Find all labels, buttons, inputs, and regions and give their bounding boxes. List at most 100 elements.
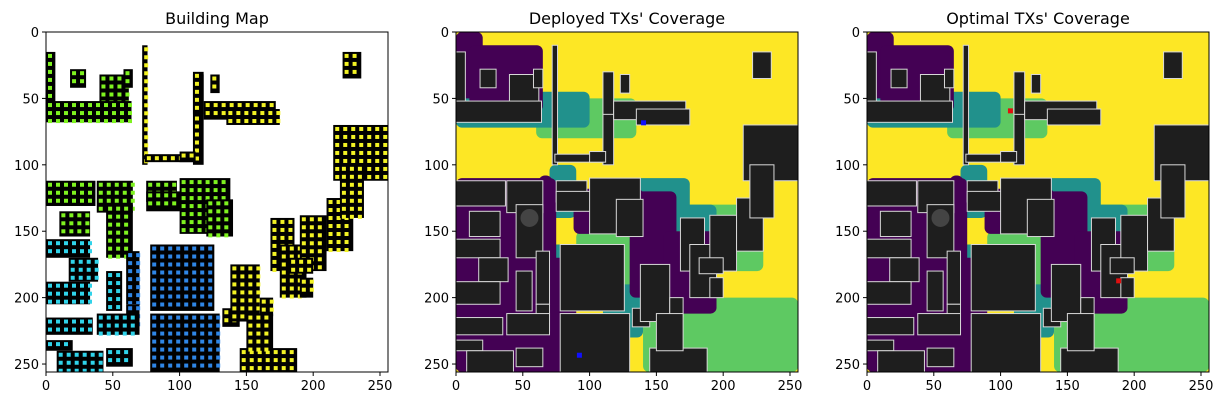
tx-dot xyxy=(240,298,245,303)
tx-dot xyxy=(224,209,229,214)
tx-dot xyxy=(383,142,388,147)
tx-dot xyxy=(192,315,197,320)
tx-dot xyxy=(184,347,189,352)
axes-frame-0 xyxy=(45,31,389,373)
tx-dot xyxy=(213,188,218,193)
tx-dot xyxy=(160,331,165,336)
tx-dot xyxy=(367,174,372,179)
tx-dot xyxy=(192,355,197,360)
tx-dot xyxy=(128,269,133,274)
tx-dot xyxy=(80,241,84,246)
tx-dot xyxy=(181,196,186,201)
tx-dot xyxy=(208,209,213,214)
tx-dot xyxy=(116,289,121,294)
tx-dot xyxy=(256,347,261,352)
tx-dot xyxy=(109,92,114,97)
tx-dot xyxy=(128,285,133,290)
tx-dot xyxy=(116,206,121,211)
tx-dot xyxy=(160,254,165,259)
tx-dot xyxy=(128,277,133,282)
tx-dot xyxy=(194,116,199,121)
tx-dot xyxy=(264,323,269,328)
tx-dot xyxy=(152,315,157,320)
tx-dot xyxy=(261,299,266,304)
tx-dot xyxy=(200,262,205,267)
tx-dot xyxy=(269,103,274,108)
tx-dot xyxy=(101,76,106,81)
y-tick-label: 100 xyxy=(835,159,860,174)
tx-dot xyxy=(72,103,76,108)
tx-dot xyxy=(208,254,213,259)
tx-dot xyxy=(341,182,346,187)
tx-dot xyxy=(125,79,130,84)
tx-dot xyxy=(66,352,71,357)
tx-dot xyxy=(156,182,161,187)
building-3 xyxy=(532,68,544,89)
building-12 xyxy=(619,74,631,94)
tx-dot xyxy=(181,212,186,217)
tx-dot xyxy=(69,221,74,226)
tx-dot xyxy=(152,262,157,267)
tx-dot xyxy=(281,294,286,299)
building-9 xyxy=(602,71,615,115)
building-37 xyxy=(639,263,671,323)
tx-dot xyxy=(144,119,149,124)
building-30 xyxy=(917,313,962,336)
tx-dot xyxy=(359,126,364,131)
tx-dot xyxy=(208,246,213,251)
tx-dot xyxy=(252,119,257,124)
tx-dot xyxy=(56,327,60,332)
tx-dot xyxy=(184,270,189,275)
building-24 xyxy=(478,257,509,283)
tx-dot xyxy=(241,358,246,363)
tx-dot xyxy=(280,219,285,224)
tx-dot xyxy=(272,227,277,232)
building-43 xyxy=(1060,347,1119,372)
tx-dot xyxy=(146,156,151,161)
tx-dot xyxy=(232,290,237,295)
tx-dot xyxy=(104,103,108,108)
building-12 xyxy=(1030,74,1042,94)
tx-dot xyxy=(136,269,141,274)
tx-dot xyxy=(144,127,149,132)
tx-dot xyxy=(281,246,286,251)
tx-dot xyxy=(192,254,197,259)
tx-dot xyxy=(297,286,302,291)
tx-dot xyxy=(144,47,149,52)
building-8 xyxy=(589,151,607,163)
tx-dot xyxy=(194,124,199,129)
tx-dot xyxy=(156,193,161,198)
tx-dot xyxy=(228,119,233,124)
tx-dot xyxy=(184,278,189,283)
tx-dot xyxy=(48,327,52,332)
tx-dot xyxy=(256,331,261,336)
tx-dot xyxy=(116,305,121,310)
tx-dot xyxy=(192,286,197,291)
building-33 xyxy=(515,347,544,368)
tx-dot xyxy=(64,111,68,116)
tx-dot xyxy=(301,279,306,284)
tx-dot xyxy=(232,306,237,311)
tx-dot xyxy=(301,233,306,238)
tx-dot xyxy=(194,105,199,110)
tx-dot xyxy=(176,254,181,259)
tx-dot xyxy=(136,261,141,266)
tx-dot xyxy=(289,278,294,283)
tx-dot xyxy=(120,111,124,116)
tx-dot xyxy=(224,201,229,206)
tx-dot xyxy=(82,360,87,365)
tx-dot xyxy=(70,259,75,264)
tx-dot xyxy=(122,331,127,336)
tx-dot xyxy=(200,294,205,299)
tx-dot xyxy=(200,302,205,307)
tx-dot xyxy=(328,248,333,253)
tx-dot xyxy=(197,204,202,209)
building-0 xyxy=(456,51,466,106)
tx-dot xyxy=(184,339,189,344)
tx-dot xyxy=(307,267,312,272)
tx-dot xyxy=(341,214,346,219)
tx-dot xyxy=(317,233,322,238)
tx-dot xyxy=(96,119,100,124)
tx-dot xyxy=(208,363,213,368)
